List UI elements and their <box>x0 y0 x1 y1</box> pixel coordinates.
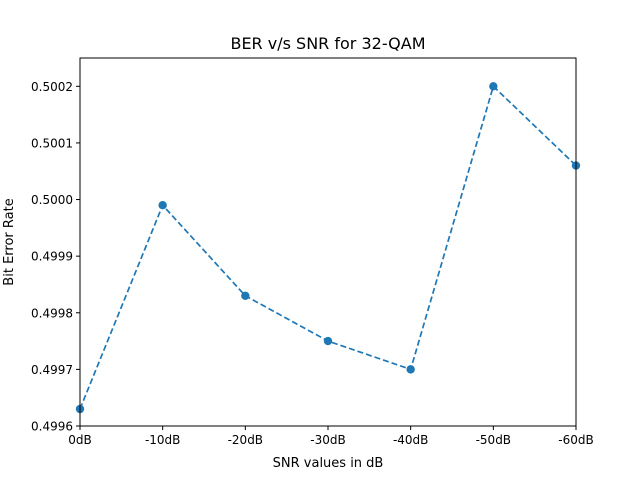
x-tick-label: -60dB <box>558 433 593 447</box>
x-axis: 0dB -10dB -20dB -30dB -40dB -50dB -60dB <box>68 426 594 447</box>
y-tick-label: 0.4999 <box>31 250 73 264</box>
data-point <box>158 201 167 210</box>
data-point <box>241 291 250 300</box>
x-tick-label: -40dB <box>393 433 428 447</box>
y-tick-label: 0.5001 <box>31 136 73 150</box>
y-tick-label: 0.4996 <box>31 420 73 434</box>
x-tick-label: -20dB <box>228 433 263 447</box>
y-tick-label: 0.5000 <box>31 193 73 207</box>
data-point <box>323 336 333 346</box>
y-tick-label: 0.4997 <box>31 363 73 377</box>
data-point <box>406 365 415 374</box>
x-tick-label: -50dB <box>476 433 511 447</box>
x-tick-label: -10dB <box>145 433 180 447</box>
data-point <box>489 82 498 91</box>
y-axis: 0.4996 0.4997 0.4998 0.4999 0.5000 0.5001 0.50… <box>31 80 80 434</box>
y-axis-label: Bit Error Rate <box>2 198 17 285</box>
y-tick-label: 0.4998 <box>31 306 73 320</box>
x-tick-label: 0dB <box>68 433 91 447</box>
x-tick-label: -30dB <box>310 433 345 447</box>
chart-title: BER v/s SNR for 32-QAM <box>230 34 425 53</box>
x-axis-label: SNR values in dB <box>273 456 384 471</box>
y-tick-label: 0.5002 <box>31 80 73 94</box>
